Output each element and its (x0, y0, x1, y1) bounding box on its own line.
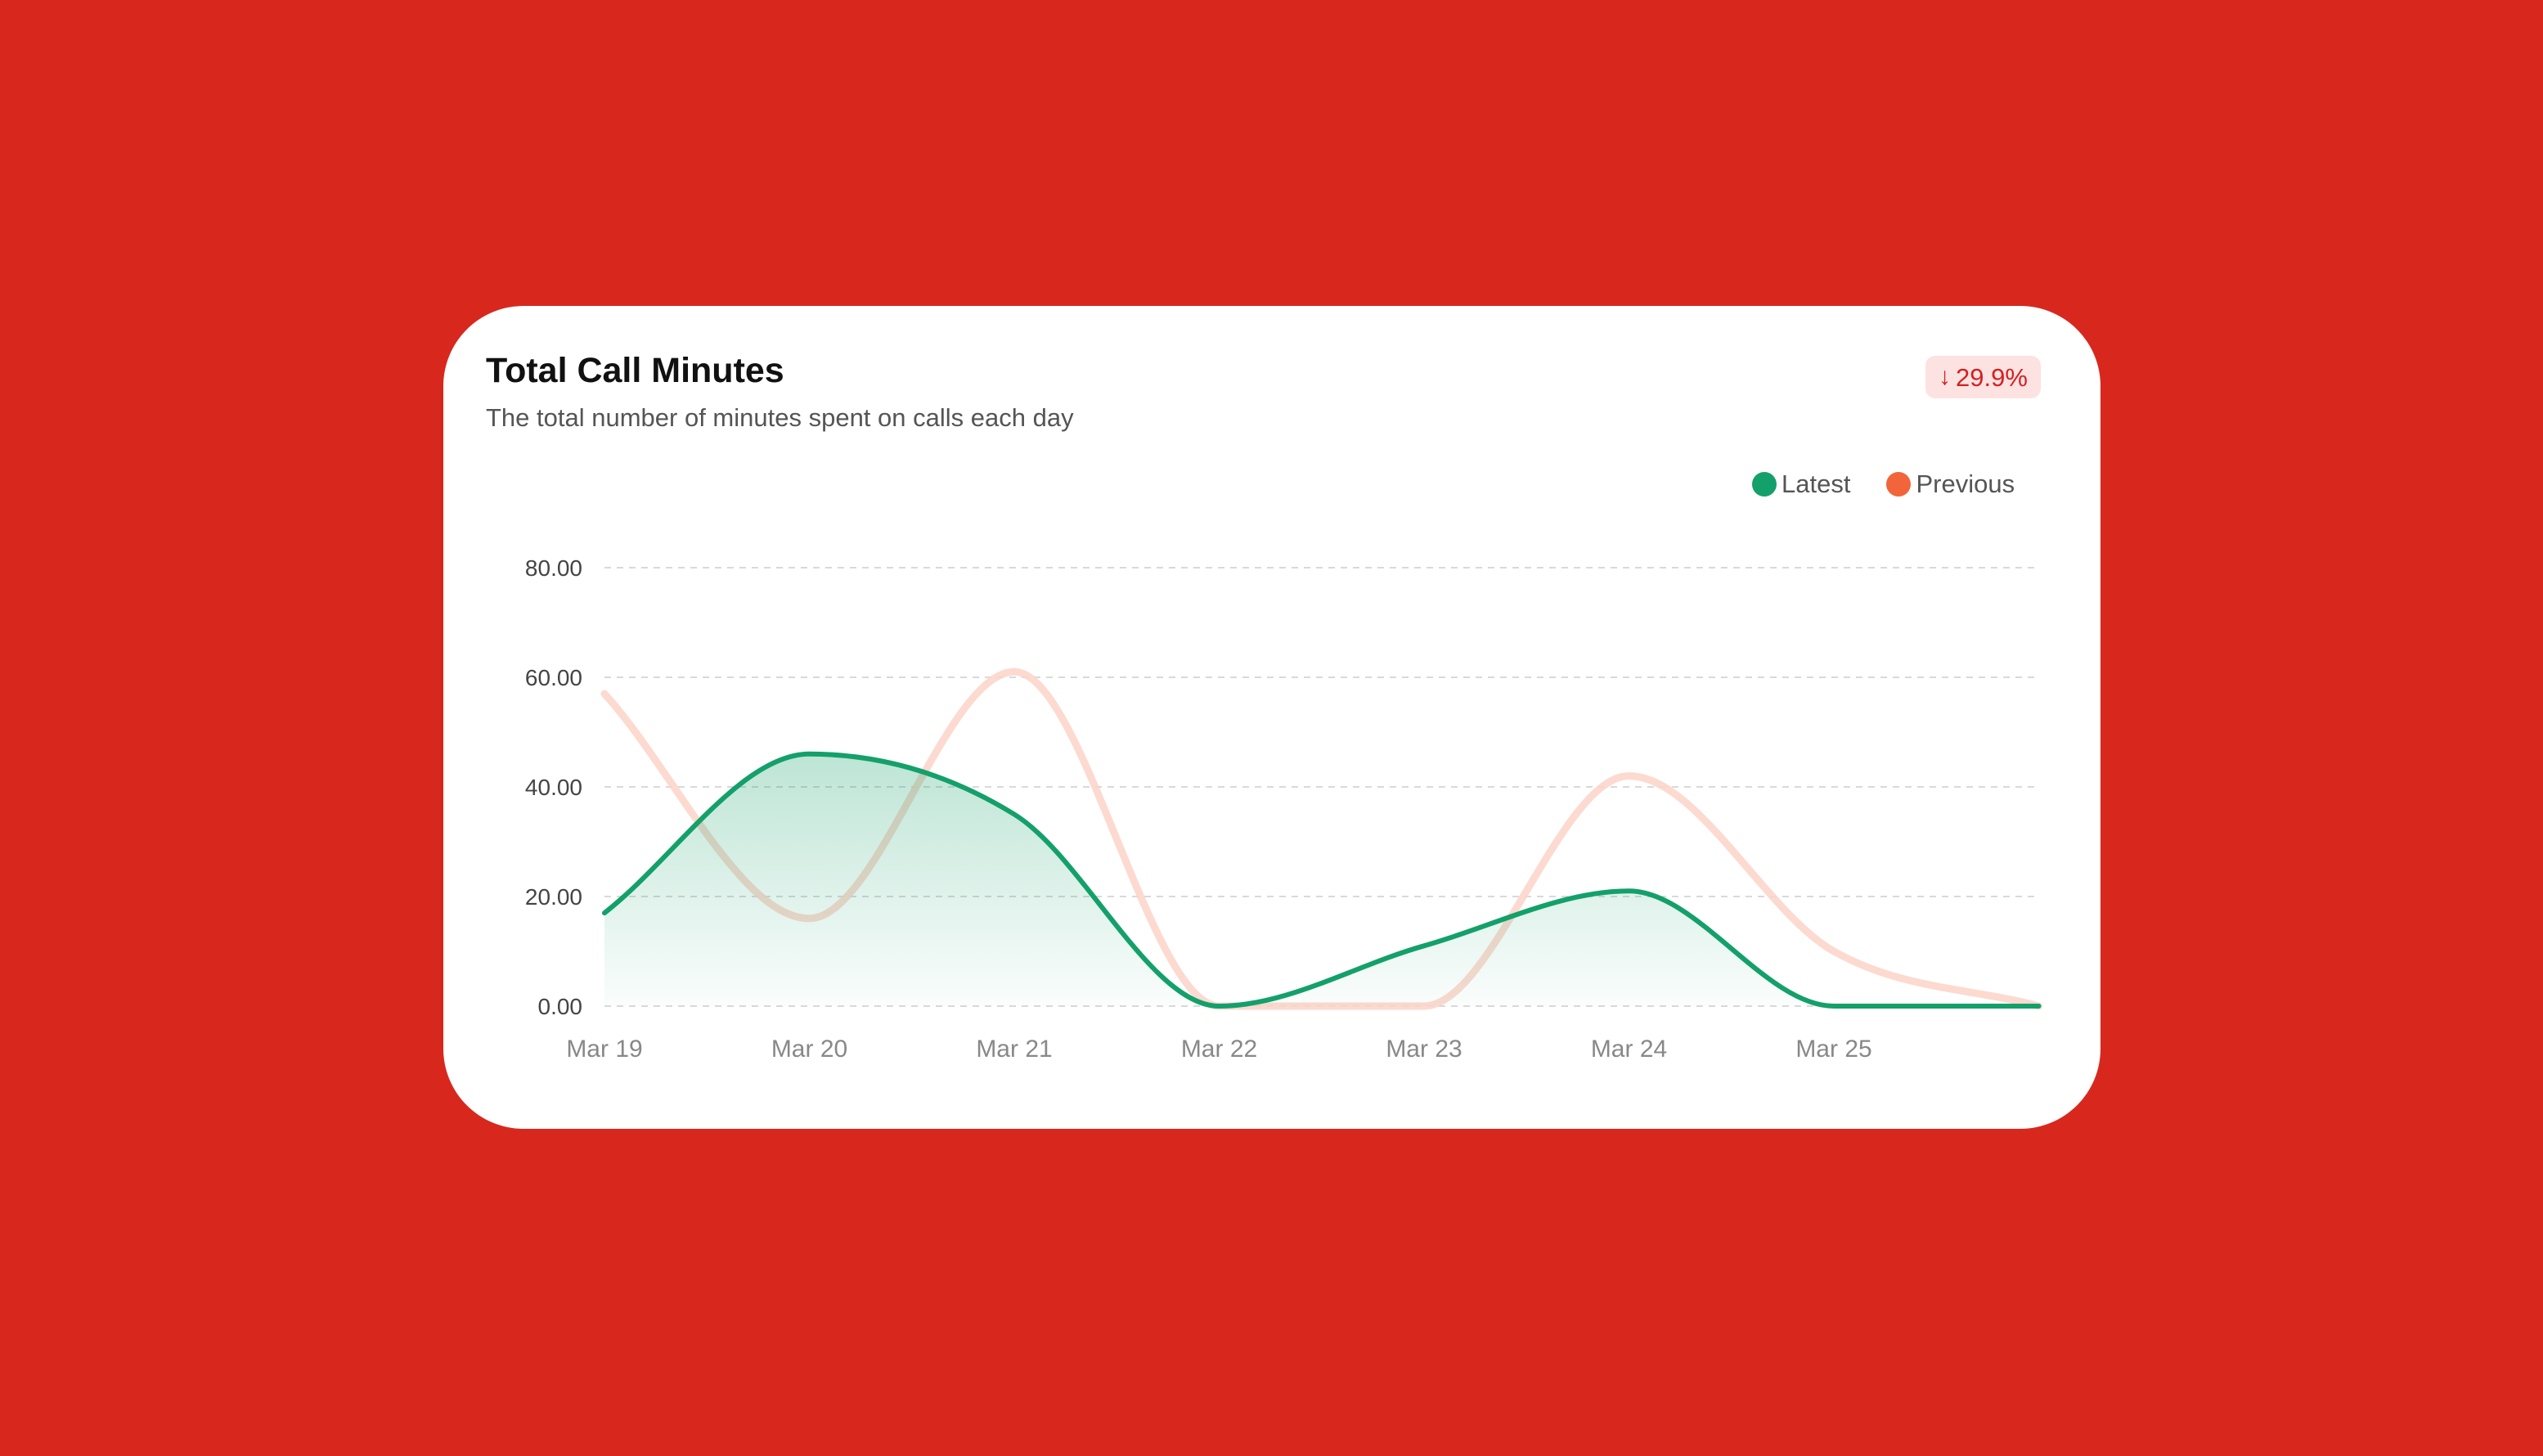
y-axis: 0.00 20.00 40.00 60.00 80.00 (525, 555, 582, 1019)
y-tick-label: 40.00 (525, 775, 582, 800)
chart-legend: Latest Previous (1752, 470, 2015, 499)
y-tick-label: 0.00 (538, 994, 583, 1019)
arrow-down-icon: ↓ (1939, 363, 1951, 390)
legend-item-previous[interactable]: Previous (1886, 470, 2015, 499)
x-tick-label: Mar 25 (1795, 1036, 1871, 1063)
x-tick-label: Mar 21 (976, 1036, 1052, 1063)
chart-card: Total Call Minutes The total number of m… (443, 306, 2100, 1129)
legend-label-latest: Latest (1781, 470, 1851, 498)
change-badge-value: 29.9% (1956, 362, 2028, 392)
x-tick-label: Mar 22 (1181, 1036, 1257, 1063)
chart-subtitle: The total number of minutes spent on cal… (486, 403, 1074, 432)
y-tick-label: 60.00 (525, 665, 582, 690)
chart-title: Total Call Minutes (486, 351, 784, 390)
legend-label-previous: Previous (1916, 470, 2015, 498)
legend-dot-previous (1886, 472, 1912, 497)
series-layer (600, 667, 2042, 1010)
x-axis: Mar 19 Mar 20 Mar 21 Mar 22 Mar 23 Mar 24 Mar … (566, 1036, 1871, 1063)
x-tick-label: Mar 24 (1591, 1036, 1667, 1063)
legend-item-latest[interactable]: Latest (1752, 470, 1850, 499)
x-tick-label: Mar 23 (1386, 1036, 1462, 1063)
series-area-latest (604, 753, 2039, 1006)
legend-dot-latest (1752, 472, 1777, 497)
x-tick-label: Mar 20 (771, 1036, 847, 1063)
series-line-latest (602, 751, 2042, 1009)
change-badge: ↓ 29.9% (1925, 356, 2041, 398)
x-tick-label: Mar 19 (566, 1036, 642, 1063)
y-tick-label: 20.00 (525, 884, 582, 910)
y-tick-label: 80.00 (525, 555, 582, 581)
